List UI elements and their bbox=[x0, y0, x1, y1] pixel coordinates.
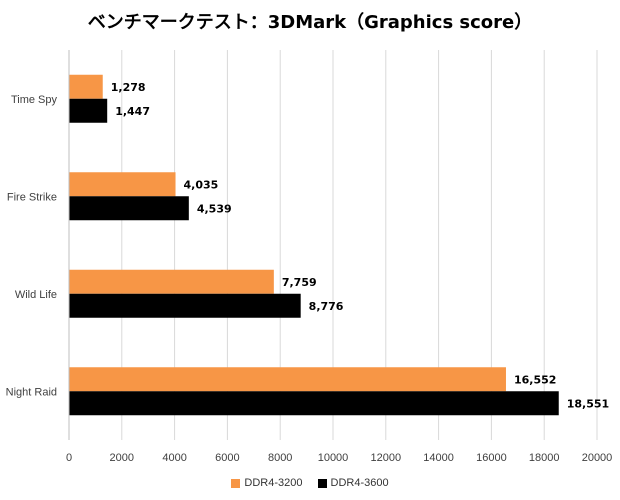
legend-item-ddr4-3600: DDR4-3600 bbox=[317, 477, 389, 489]
x-tick-label: 10000 bbox=[318, 452, 349, 464]
legend-label-ddr4-3600: DDR4-3600 bbox=[330, 477, 389, 489]
x-tick-label: 12000 bbox=[371, 452, 402, 464]
data-label-ddr4-3200-wild-life: 7,759 bbox=[282, 276, 317, 289]
bar-ddr4-3200-wild-life bbox=[69, 269, 274, 294]
x-tick-label: 8000 bbox=[268, 452, 292, 464]
x-tick-label: 4000 bbox=[162, 452, 186, 464]
data-label-ddr4-3200-time-spy: 1,278 bbox=[111, 81, 146, 94]
data-label-ddr4-3600-fire-strike: 4,539 bbox=[197, 202, 232, 215]
category-label-wild-life: Wild Life bbox=[15, 289, 57, 301]
bar-ddr4-3200-night-raid bbox=[69, 367, 506, 392]
x-tick-label: 18000 bbox=[529, 452, 560, 464]
x-tick-label: 20000 bbox=[582, 452, 613, 464]
x-tick-label: 16000 bbox=[476, 452, 507, 464]
legend-swatch-ddr4-3600 bbox=[317, 478, 327, 488]
category-label-fire-strike: Fire Strike bbox=[7, 191, 57, 203]
data-label-ddr4-3600-wild-life: 8,776 bbox=[309, 300, 344, 313]
legend-item-ddr4-3200: DDR4-3200 bbox=[231, 477, 302, 489]
x-tick-label: 0 bbox=[66, 452, 72, 464]
bar-ddr4-3200-time-spy bbox=[69, 74, 103, 99]
legend-label-ddr4-3200: DDR4-3200 bbox=[244, 477, 303, 489]
bar-ddr4-3600-time-spy bbox=[69, 98, 108, 123]
category-label-time-spy: Time Spy bbox=[11, 94, 58, 106]
x-tick-label: 2000 bbox=[110, 452, 134, 464]
bar-ddr4-3600-night-raid bbox=[69, 391, 559, 416]
bar-ddr4-3200-fire-strike bbox=[69, 172, 176, 197]
legend-swatch-ddr4-3200 bbox=[231, 478, 241, 488]
data-label-ddr4-3600-time-spy: 1,447 bbox=[115, 105, 150, 118]
chart-title: ベンチマークテスト：3DMark（Graphics score） bbox=[87, 12, 533, 33]
chart-legend: DDR4-3200 DDR4-3600 bbox=[0, 477, 620, 491]
category-label-night-raid: Night Raid bbox=[6, 386, 57, 398]
bar-ddr4-3600-fire-strike bbox=[69, 196, 189, 221]
data-label-ddr4-3600-night-raid: 18,551 bbox=[567, 397, 609, 410]
data-label-ddr4-3200-fire-strike: 4,035 bbox=[184, 178, 219, 191]
x-tick-label: 6000 bbox=[215, 452, 239, 464]
data-label-ddr4-3200-night-raid: 16,552 bbox=[514, 373, 556, 386]
x-tick-label: 14000 bbox=[423, 452, 454, 464]
bar-ddr4-3600-wild-life bbox=[69, 293, 301, 318]
